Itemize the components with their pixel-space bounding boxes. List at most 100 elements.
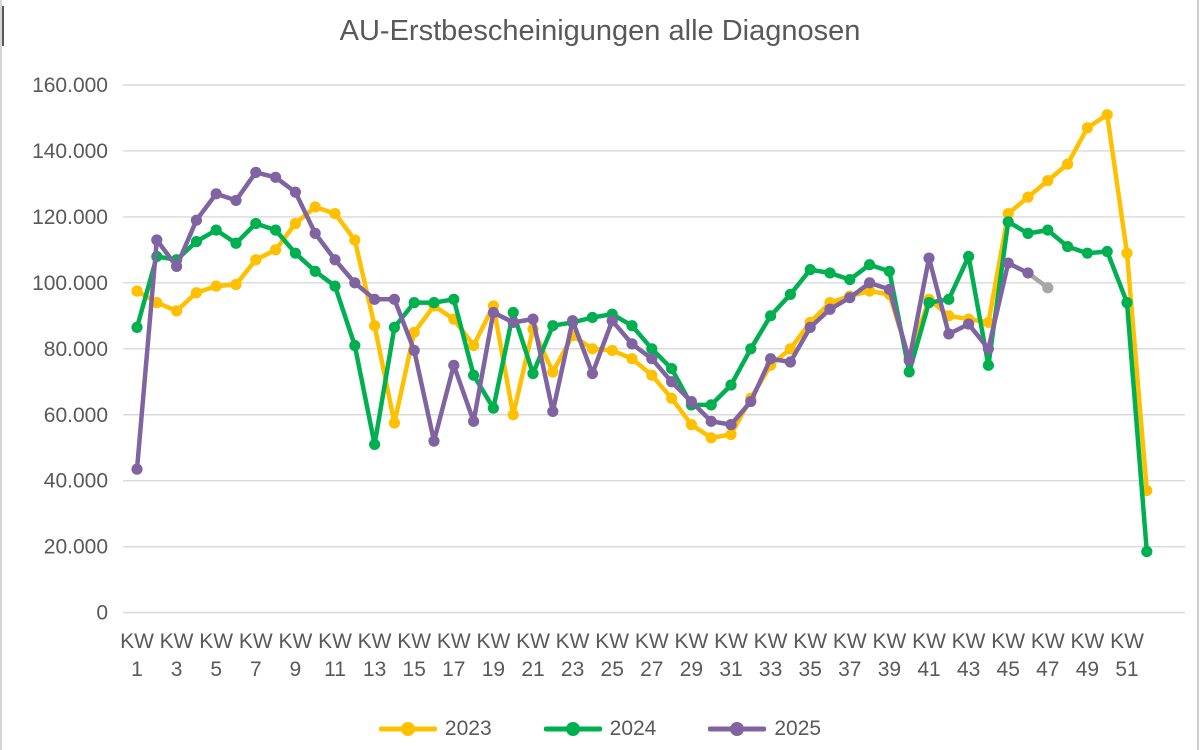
series-2025-marker-kw10 xyxy=(309,227,321,239)
x-axis-tick-label-kw-31: KW 31 xyxy=(714,630,748,681)
series-2025-marker-kw28 xyxy=(666,376,678,388)
series-2025-marker-kw1 xyxy=(131,463,143,475)
series-2025-marker-kw36 xyxy=(824,303,836,315)
series-2024-marker-kw17 xyxy=(448,293,460,305)
series-2023-marker-kw5 xyxy=(210,280,222,292)
series-2024-marker-kw6 xyxy=(230,237,242,249)
series-2024-marker-kw20 xyxy=(507,306,519,319)
series-2023-marker-kw20 xyxy=(507,409,519,421)
chart-canvas[interactable]: 0 20.000 40.000 60.000 80.000 100.000 120.000 1… xyxy=(0,0,1200,712)
x-axis-tick-label-kw-25: KW 25 xyxy=(595,630,629,681)
series-2023-marker-kw48 xyxy=(1062,158,1074,170)
x-axis-tick-label-kw-11: KW 11 xyxy=(318,630,352,681)
legend-item-2023[interactable]: 2023 xyxy=(378,717,492,741)
legend-item-2024[interactable]: 2024 xyxy=(543,717,657,741)
series-2025-marker-kw38 xyxy=(864,277,876,289)
series-2025-marker-kw42 xyxy=(943,328,955,340)
series-2023-marker-kw2 xyxy=(151,297,163,309)
series-2025-marker-kw4 xyxy=(190,214,202,226)
series-2024-marker-kw1 xyxy=(131,321,143,333)
x-axis-tick-label-kw-17: KW 17 xyxy=(437,630,471,681)
series-2025-marker-kw41 xyxy=(923,252,935,264)
series-2024-marker-kw37 xyxy=(844,273,856,286)
series-2023-marker-kw10 xyxy=(309,201,321,213)
series-2025-marker-kw32 xyxy=(745,395,757,408)
series-2023-marker-kw7 xyxy=(250,254,262,266)
x-axis-tick-label-kw-43: KW 43 xyxy=(952,630,986,681)
series-2024-marker-kw42 xyxy=(943,293,955,305)
series-2025-marker-kw46 xyxy=(1022,267,1034,279)
series-2023-marker-kw6 xyxy=(230,278,242,291)
series-2024-marker-kw9 xyxy=(289,247,301,259)
series-2023-marker-kw34 xyxy=(784,343,797,355)
chart-title: AU-Erstbescheinigungen alle Diagnosen xyxy=(340,15,861,47)
series-2023-marker-kw51 xyxy=(1121,247,1133,259)
x-axis-tick-label-kw-45: KW 45 xyxy=(991,630,1025,681)
series-2024-marker-kw16 xyxy=(428,297,440,309)
series-2024-marker-kw10 xyxy=(309,265,321,277)
x-axis-tick-label-kw-19: KW 19 xyxy=(476,630,510,681)
series-2024-marker-kw18 xyxy=(468,369,480,381)
series-2024-marker-kw39 xyxy=(883,265,896,277)
y-axis-tick-label-140.000: 140.000 xyxy=(32,140,108,163)
series-2023-marker-kw15 xyxy=(408,326,420,338)
series-2024-marker-kw43 xyxy=(963,250,975,263)
series-2024-marker-kw30 xyxy=(705,399,717,411)
series-2025-marker-kw14 xyxy=(388,293,400,305)
y-axis-tick-label-160.000: 160.000 xyxy=(32,74,108,97)
series-2025-marker-kw34 xyxy=(784,356,797,368)
series-2024-marker-kw14 xyxy=(388,321,400,333)
series-2023-marker-kw50 xyxy=(1101,109,1113,121)
series-2024-marker-kw35 xyxy=(804,264,816,276)
series-2024-marker-kw44 xyxy=(982,359,995,371)
x-axis-tick-label-kw-35: KW 35 xyxy=(793,630,827,681)
series-2023-marker-kw27 xyxy=(646,369,658,381)
series-2024-marker-kw22 xyxy=(547,320,559,332)
series-2025-marker-kw25 xyxy=(606,315,618,327)
x-axis-tick-label-kw-5: KW 5 xyxy=(199,630,233,681)
series-2025-marker-kw21 xyxy=(527,313,539,325)
series-2025-marker-kw45 xyxy=(1002,257,1014,269)
series-2024-marker-kw27 xyxy=(646,343,658,355)
x-axis-tick-label-kw-13: KW 13 xyxy=(358,630,392,681)
series-2025-marker-kw35 xyxy=(804,321,816,333)
series-2024-marker-kw51 xyxy=(1121,297,1133,309)
series-2025-marker-kw5 xyxy=(210,188,222,200)
series-2023-marker-kw14 xyxy=(388,417,400,429)
series-2024-marker-kw19 xyxy=(487,402,499,414)
series-2024-marker-kw11 xyxy=(329,280,341,292)
series-2025-provisional-marker-kw47 xyxy=(1042,282,1054,294)
series-2023-marker-kw29 xyxy=(685,419,698,431)
y-axis-tick-label-20.000: 20.000 xyxy=(44,536,108,559)
x-axis-tick-label-kw-37: KW 37 xyxy=(833,630,867,681)
series-2024-marker-kw15 xyxy=(408,297,420,309)
legend-item-2025[interactable]: 2025 xyxy=(708,717,821,741)
series-2023-marker-kw38 xyxy=(864,285,876,297)
series-2023-marker-kw45 xyxy=(1002,208,1014,220)
series-2023-marker-kw25 xyxy=(606,344,618,357)
series-2023-marker-kw30 xyxy=(705,432,717,444)
series-2024-marker-kw45 xyxy=(1002,216,1014,228)
series-2024-marker-kw40 xyxy=(903,366,915,378)
series-2025-marker-kw9 xyxy=(289,186,301,198)
series-2024-line xyxy=(134,219,1150,554)
legend-label-2024: 2024 xyxy=(609,717,657,740)
series-2025-marker-kw8 xyxy=(270,171,282,183)
series-2025-marker-kw15 xyxy=(408,344,420,357)
series-2023-marker-kw9 xyxy=(289,217,301,230)
series-2024-marker-kw28 xyxy=(666,362,678,375)
series-2024-marker-kw32 xyxy=(745,343,757,355)
legend-label-2025: 2025 xyxy=(774,717,822,740)
series-2024-marker-kw36 xyxy=(824,267,836,279)
y-axis-tick-label-0: 0 xyxy=(96,602,108,625)
series-2024-marker-kw47 xyxy=(1042,224,1054,236)
series-2025-marker-kw27 xyxy=(646,353,658,365)
chart-legend: 2023 2024 2025 xyxy=(0,712,1200,746)
x-axis-tick-label-kw-1: KW 1 xyxy=(120,630,154,681)
series-2025-marker-kw20 xyxy=(507,316,519,329)
series-2025-marker-kw30 xyxy=(705,415,717,427)
series-2025-marker-kw31 xyxy=(725,419,737,431)
series-2024-marker-kw8 xyxy=(270,224,282,236)
series-2023-marker-kw4 xyxy=(190,287,202,299)
series-2023-marker-kw1 xyxy=(131,285,143,297)
